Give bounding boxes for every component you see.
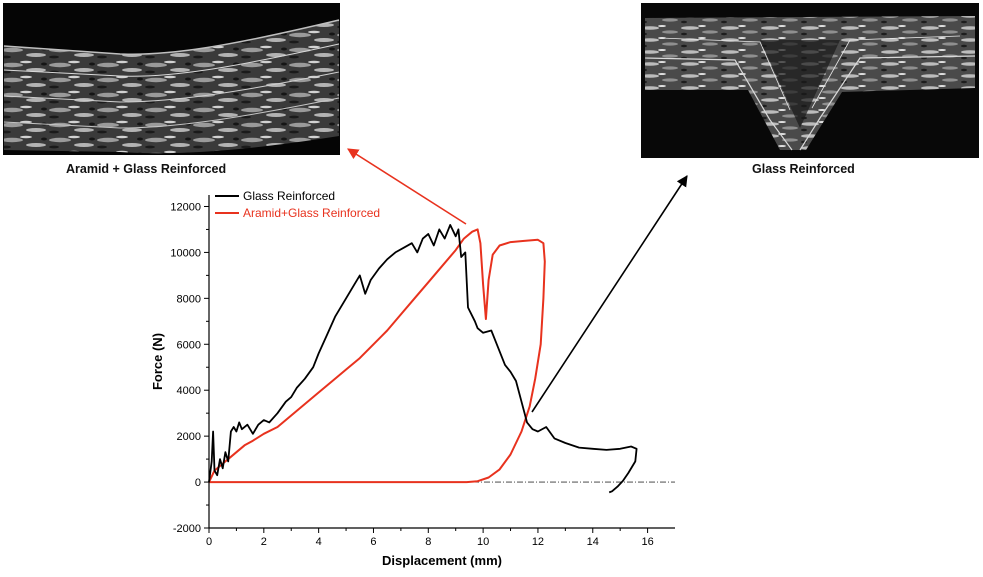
- glass-caption: Glass Reinforced: [752, 162, 855, 176]
- x-tick-label: 8: [425, 536, 431, 548]
- glass-micrograph: [641, 3, 979, 158]
- x-tick-label: 0: [206, 536, 212, 548]
- legend-label: Aramid+Glass Reinforced: [243, 206, 380, 220]
- y-tick-label: -2000: [173, 523, 201, 535]
- y-tick-label: 12000: [170, 201, 201, 213]
- force-displacement-chart: 0 2 4 6 8 10 12 14 16 -2000 0 2000 4000 6000 8000 1000…: [150, 189, 675, 568]
- x-tick-label: 14: [587, 536, 599, 548]
- y-tick-label: 2000: [177, 431, 201, 443]
- x-axis-label: Displacement (mm): [382, 553, 502, 568]
- series-line-glass: [208, 224, 638, 494]
- pointer-arrow-aramid: [347, 148, 467, 225]
- x-tick-label: 10: [477, 536, 489, 548]
- series-layer: [208, 224, 638, 494]
- x-tick-label: 2: [261, 536, 267, 548]
- aramid-glass-caption: Aramid + Glass Reinforced: [66, 162, 227, 176]
- aramid-glass-micrograph: [3, 3, 340, 155]
- x-tick-label: 4: [316, 536, 322, 548]
- legend-label: Glass Reinforced: [243, 189, 335, 203]
- x-tick-label: 16: [641, 536, 653, 548]
- y-tick-label: 6000: [177, 339, 201, 351]
- series-line-aramid-glass: [208, 228, 546, 484]
- x-tick-label: 6: [370, 536, 376, 548]
- y-tick-label: 10000: [170, 247, 201, 259]
- y-tick-label: 4000: [177, 385, 201, 397]
- y-axis-label: Force (N): [150, 333, 165, 390]
- x-tick-label: 12: [532, 536, 544, 548]
- y-tick-label: 0: [195, 477, 201, 489]
- y-ticks: -2000 0 2000 4000 6000 8000 10000 12000: [170, 201, 209, 535]
- pointer-arrow-glass: [531, 175, 688, 413]
- x-ticks: 0 2 4 6 8 10 12 14 16: [206, 528, 654, 548]
- legend: Glass Reinforced Aramid+Glass Reinforced: [215, 189, 380, 220]
- y-tick-label: 8000: [177, 293, 201, 305]
